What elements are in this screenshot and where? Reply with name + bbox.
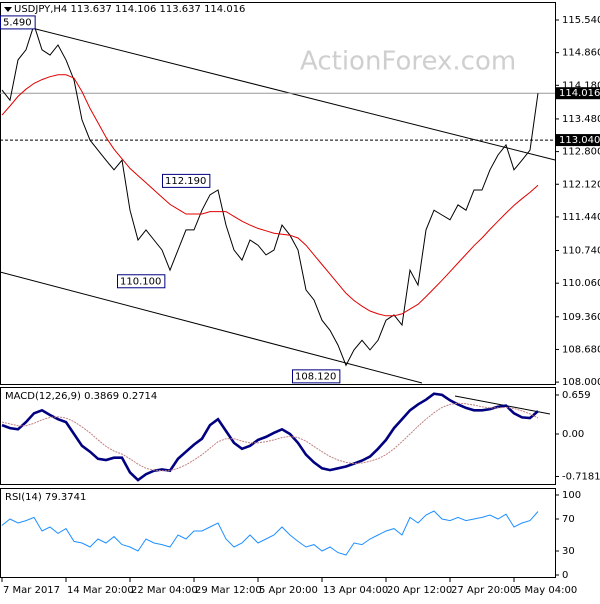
y-tick-label: 110.060 xyxy=(562,278,600,289)
y-tick-label: 0.659 xyxy=(562,390,591,401)
y-tick-label: 114.860 xyxy=(562,48,600,59)
y-tick-label: 113.480 xyxy=(562,114,600,125)
panel-title: USDJPY,H4 113.637 114.106 113.637 114.01… xyxy=(14,4,245,15)
y-tick-label: 111.440 xyxy=(562,212,600,223)
y-tick-label: 110.740 xyxy=(562,246,600,257)
annotation-box xyxy=(162,173,211,188)
y-tick-label: 114.180 xyxy=(562,80,600,91)
series-line xyxy=(1,23,539,367)
title-arrow xyxy=(4,7,12,12)
rsi-panel-frame xyxy=(0,488,556,578)
y-tick-label: 0 xyxy=(562,570,568,581)
y-tick-label: 112.800 xyxy=(562,147,600,158)
y-tick-label: 115.540 xyxy=(562,15,600,26)
price-label-box xyxy=(556,134,600,147)
y-tick-label: 109.360 xyxy=(562,312,600,323)
y-tick-label: -0.7181 xyxy=(562,471,600,482)
annotation-label: 108.120 xyxy=(295,371,336,382)
annotation-box xyxy=(0,15,36,30)
watermark: ActionForex.com xyxy=(300,47,516,77)
x-tick-label: 14 Mar 20:00 xyxy=(67,585,134,596)
y-tick-label: 0.00 xyxy=(562,429,584,440)
price-label: 113.040 xyxy=(559,135,600,146)
series-line xyxy=(1,402,539,472)
y-tick-label: 108.680 xyxy=(562,344,600,355)
price-label-box xyxy=(556,87,600,100)
y-tick-label: 100 xyxy=(562,490,581,501)
x-tick-label: 20 Apr 12:00 xyxy=(387,585,452,596)
x-tick-label: 7 Mar 2017 xyxy=(3,585,60,596)
x-tick-label: 22 Mar 04:00 xyxy=(131,585,198,596)
annotation-box xyxy=(292,369,341,384)
series-line xyxy=(1,392,539,482)
channel-lower xyxy=(0,271,423,384)
price-panel-frame xyxy=(0,2,556,385)
series-line xyxy=(1,510,539,556)
y-tick-label: 112.120 xyxy=(562,179,600,190)
panel-title: RSI(14) 79.3741 xyxy=(5,492,86,503)
panel-title: MACD(12,26,9) 0.3869 0.2714 xyxy=(5,391,157,402)
y-tick-label: 30 xyxy=(562,546,575,557)
x-tick-label: 27 Apr 20:00 xyxy=(451,585,516,596)
annotation-label: 5.490 xyxy=(3,17,32,28)
x-tick-label: 5 May 04:00 xyxy=(515,585,577,596)
annotation-label: 110.100 xyxy=(120,276,161,287)
annotation-box xyxy=(117,274,166,289)
x-tick-label: 13 Apr 04:00 xyxy=(323,585,388,596)
y-tick-label: 108.000 xyxy=(562,377,600,388)
channel-upper xyxy=(0,19,556,161)
macd-panel-frame xyxy=(0,387,556,485)
x-tick-label: 5 Apr 20:00 xyxy=(259,585,318,596)
y-tick-label: 70 xyxy=(562,514,575,525)
x-tick-label: 29 Mar 12:00 xyxy=(195,585,262,596)
series-line xyxy=(1,74,539,317)
price-label: 114.016 xyxy=(559,88,600,99)
annotation-label: 112.190 xyxy=(165,176,206,187)
